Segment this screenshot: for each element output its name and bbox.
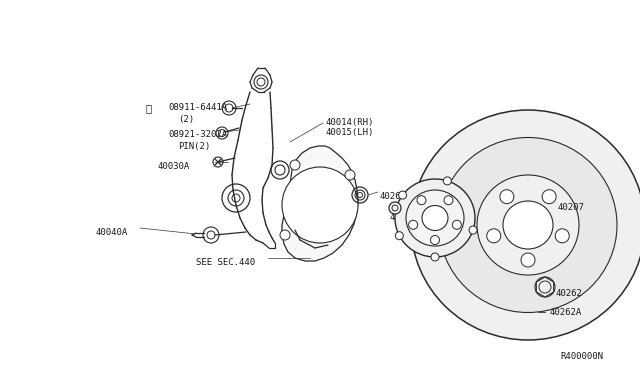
Circle shape bbox=[408, 220, 418, 229]
Circle shape bbox=[431, 235, 440, 244]
Polygon shape bbox=[536, 277, 554, 297]
Ellipse shape bbox=[395, 179, 475, 257]
Circle shape bbox=[521, 253, 535, 267]
Text: 40222: 40222 bbox=[390, 213, 417, 222]
Circle shape bbox=[282, 167, 358, 243]
Circle shape bbox=[487, 229, 500, 243]
Circle shape bbox=[469, 226, 477, 234]
Text: 40262: 40262 bbox=[555, 289, 582, 298]
Text: 40262N: 40262N bbox=[380, 192, 412, 201]
Text: 40262A: 40262A bbox=[549, 308, 581, 317]
Circle shape bbox=[345, 170, 355, 180]
Text: SEE SEC.440: SEE SEC.440 bbox=[196, 258, 255, 267]
Text: Ⓝ: Ⓝ bbox=[145, 103, 151, 113]
Text: PIN(2): PIN(2) bbox=[178, 142, 211, 151]
Circle shape bbox=[431, 253, 439, 261]
Circle shape bbox=[535, 277, 555, 297]
Circle shape bbox=[556, 229, 569, 243]
Ellipse shape bbox=[406, 190, 464, 246]
Circle shape bbox=[396, 232, 403, 240]
Ellipse shape bbox=[411, 110, 640, 340]
Circle shape bbox=[444, 177, 451, 185]
Circle shape bbox=[389, 202, 401, 214]
Circle shape bbox=[290, 160, 300, 170]
Ellipse shape bbox=[503, 201, 553, 249]
Text: 40202: 40202 bbox=[415, 224, 442, 233]
Text: 40040A: 40040A bbox=[96, 228, 128, 237]
Circle shape bbox=[444, 196, 453, 205]
Circle shape bbox=[280, 230, 290, 240]
Ellipse shape bbox=[439, 138, 617, 312]
Circle shape bbox=[452, 220, 461, 229]
Text: (2): (2) bbox=[178, 115, 194, 124]
Text: R400000N: R400000N bbox=[560, 352, 603, 361]
Text: 08911-6441A: 08911-6441A bbox=[168, 103, 227, 112]
Text: 40015(LH): 40015(LH) bbox=[325, 128, 373, 137]
Polygon shape bbox=[282, 146, 358, 261]
Circle shape bbox=[417, 196, 426, 205]
Circle shape bbox=[500, 190, 514, 204]
Ellipse shape bbox=[422, 205, 448, 231]
Text: 40014(RH): 40014(RH) bbox=[325, 118, 373, 127]
Text: 40207: 40207 bbox=[558, 203, 585, 212]
Ellipse shape bbox=[477, 175, 579, 275]
Circle shape bbox=[399, 191, 406, 199]
Circle shape bbox=[542, 190, 556, 204]
Text: 40030A: 40030A bbox=[158, 162, 190, 171]
Text: 08921-3202A: 08921-3202A bbox=[168, 130, 227, 139]
Text: —: — bbox=[538, 308, 547, 317]
